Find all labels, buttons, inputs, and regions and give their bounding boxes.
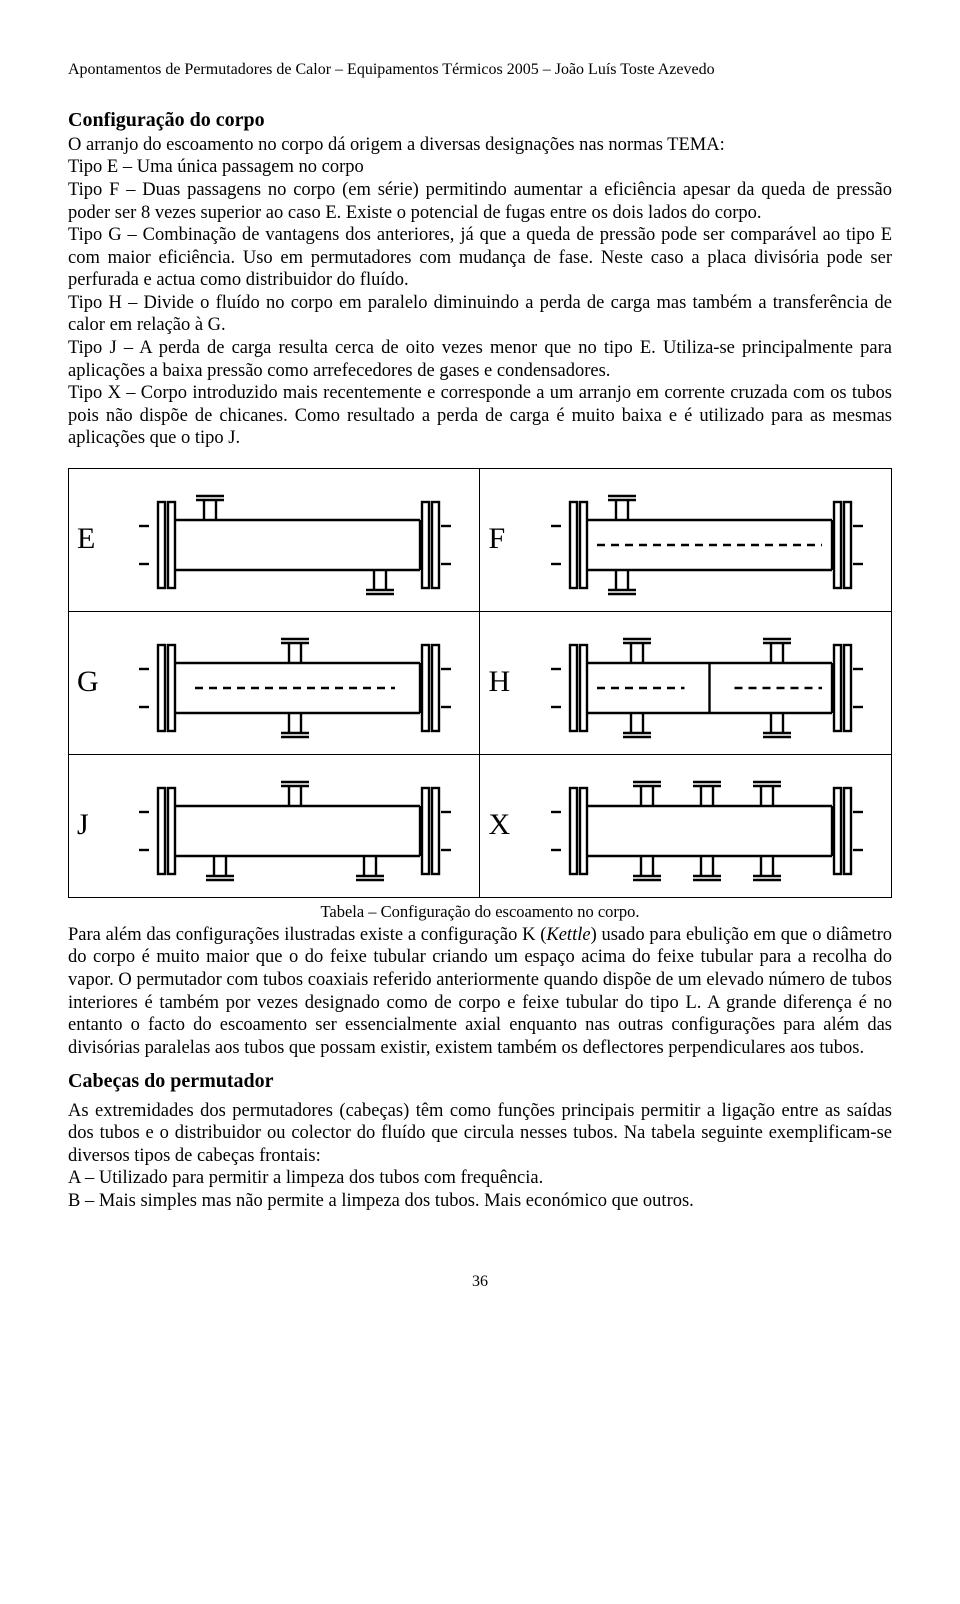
section2-title: Cabeças do permutador [68, 1069, 892, 1093]
section2-body: As extremidades dos permutadores (cabeça… [68, 1100, 892, 1213]
diagram-label-E: E [69, 468, 111, 611]
diagram-label-J: J [69, 754, 111, 897]
diagram-label-X: X [480, 754, 522, 897]
diagram-label-H: H [480, 611, 522, 754]
diagram-F [522, 468, 891, 611]
table-caption: Tabela – Configuração do escoamento no c… [68, 902, 892, 922]
section1-title: Configuração do corpo [68, 108, 892, 132]
after-table-pre: Para além das configurações ilustradas e… [68, 925, 546, 945]
diagram-E [111, 468, 480, 611]
section1-body: O arranjo do escoamento no corpo dá orig… [68, 134, 892, 450]
after-table-paragraph: Para além das configurações ilustradas e… [68, 924, 892, 1059]
page-number: 36 [68, 1272, 892, 1292]
diagram-J [111, 754, 480, 897]
diagram-label-F: F [480, 468, 522, 611]
diagram-G [111, 611, 480, 754]
diagram-H [522, 611, 891, 754]
diagram-X [522, 754, 891, 897]
shell-diagram-table: E F G H J X [68, 468, 892, 898]
page-header: Apontamentos de Permutadores de Calor – … [68, 60, 892, 80]
diagram-label-G: G [69, 611, 111, 754]
kettle-word: Kettle [546, 925, 590, 945]
